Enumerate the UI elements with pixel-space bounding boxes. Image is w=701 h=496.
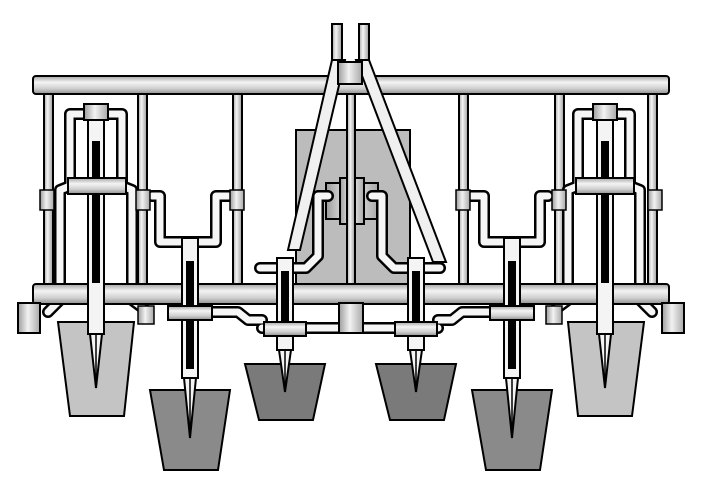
- shank-outer-left: [67, 103, 127, 389]
- shank-inner-left: [167, 237, 213, 439]
- clamp-blocks: [39, 189, 663, 325]
- shank-center-left: [263, 257, 307, 393]
- sweeps: [56, 321, 646, 471]
- shanks: [67, 103, 635, 439]
- shank-outer-right: [575, 103, 635, 389]
- shank-center-right: [394, 257, 438, 393]
- shank-inner-right: [489, 237, 535, 439]
